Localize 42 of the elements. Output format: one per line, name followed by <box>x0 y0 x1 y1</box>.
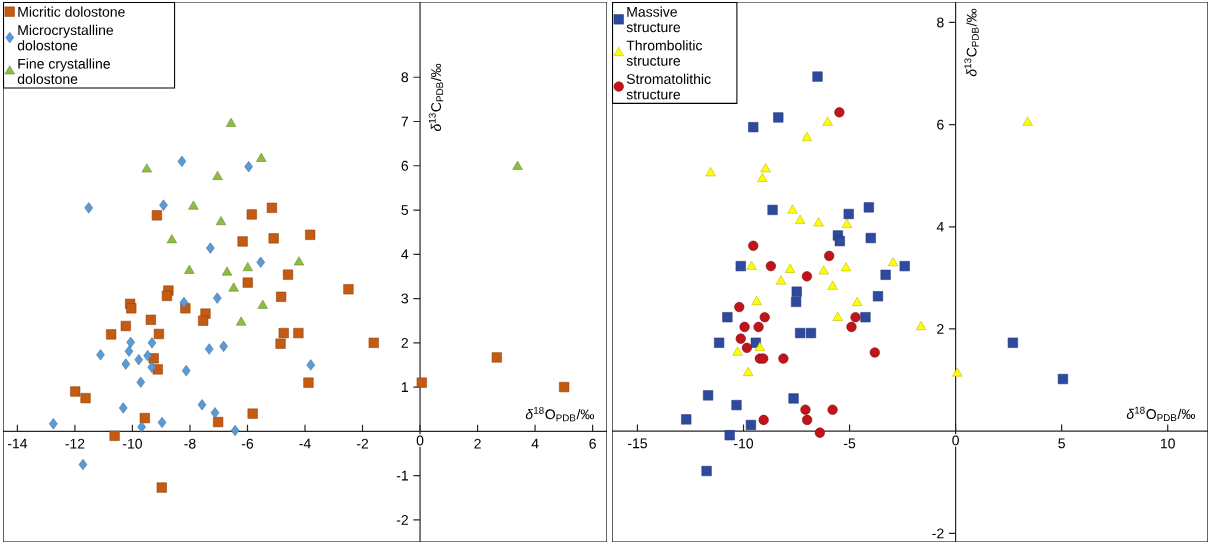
y-tick-label: 5 <box>401 205 409 215</box>
x-tick-label: 0 <box>416 435 424 446</box>
x-tick-label: 0 <box>952 435 959 446</box>
x-tick-label: -15 <box>627 438 647 449</box>
x-axis-title: δ$^{18}$O$_{PDB}$/‰ <box>1126 406 1195 422</box>
y-tick-label: 2 <box>401 337 408 348</box>
y-tick-label: -2 <box>396 514 408 525</box>
y-axis-title: δ$^{13}$C$_{PDB}$/‰ <box>964 8 979 77</box>
legend-label: Fine crystalline dolostone <box>17 58 110 85</box>
legend-label: Thrombolitic structure <box>626 40 703 66</box>
legend-label: Micritic dolostone <box>18 6 125 17</box>
x-tick-label: -5 <box>843 438 856 449</box>
x-tick-label: 2 <box>474 438 481 449</box>
y-axis-title: δ$^{13}$C$_{PDB}$/‰ <box>428 63 444 132</box>
y-tick-label: 8 <box>937 17 944 28</box>
y-tick-label: 8 <box>401 72 409 83</box>
x-tick-label: -8 <box>184 438 196 449</box>
y-tick-label: 2 <box>937 324 944 334</box>
x-tick-label: -12 <box>65 438 85 449</box>
x-tick-label: -10 <box>122 438 142 449</box>
x-tick-label: -2 <box>356 438 369 449</box>
y-tick-label: 4 <box>401 249 409 260</box>
x-axis-title: δ$^{18}$O$_{PDB}$/‰ <box>525 406 595 422</box>
y-tick-label: 4 <box>936 221 944 232</box>
legend-label: Massive structure <box>626 6 681 33</box>
y-tick-label: 3 <box>401 293 409 304</box>
y-tick-label: 6 <box>937 119 944 130</box>
legend-label: Microcrystalline dolostone <box>17 24 114 51</box>
y-tick-label: 1 <box>401 382 408 392</box>
x-tick-label: 4 <box>531 438 539 449</box>
x-tick-label: 5 <box>1058 438 1065 449</box>
x-tick-label: -14 <box>7 438 28 449</box>
x-tick-label: -4 <box>299 438 311 449</box>
x-tick-label: -6 <box>241 438 254 449</box>
y-tick-label: 7 <box>401 116 408 127</box>
legend-label: Stromatolithic structure <box>626 73 711 100</box>
y-tick-label: 6 <box>401 160 409 171</box>
x-tick-label: -10 <box>734 438 754 449</box>
y-tick-label: -2 <box>932 528 944 539</box>
x-tick-label: 6 <box>589 438 596 449</box>
x-tick-label: 10 <box>1160 438 1175 449</box>
y-tick-label: -1 <box>396 470 408 481</box>
